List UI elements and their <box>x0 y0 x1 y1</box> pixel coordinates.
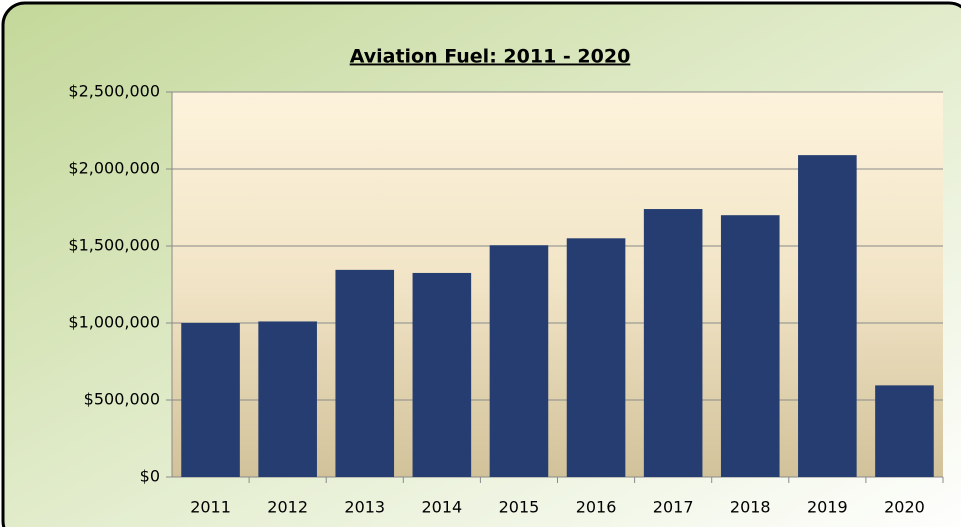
bar <box>643 209 703 478</box>
x-tick-label: 2015 <box>499 498 540 517</box>
y-tick-label: $1,500,000 <box>68 236 160 255</box>
y-tick-label: $500,000 <box>84 390 160 409</box>
x-tick-label: 2012 <box>267 498 308 517</box>
bar <box>798 155 857 477</box>
y-tick-label: $0 <box>140 467 160 486</box>
x-tick-label: 2020 <box>884 498 925 517</box>
x-tick-label: 2014 <box>421 498 462 517</box>
bar <box>258 321 317 477</box>
x-tick-label: 2016 <box>576 498 617 517</box>
y-tick-label: $2,000,000 <box>68 159 160 178</box>
bar <box>181 323 240 477</box>
bar <box>875 385 934 477</box>
x-tick-label: 2019 <box>807 498 848 517</box>
bar <box>720 215 780 477</box>
chart-title: Aviation Fuel: 2011 - 2020 <box>350 46 631 68</box>
x-tick-label: 2011 <box>190 498 231 517</box>
bar <box>566 238 626 477</box>
bar <box>412 272 472 477</box>
bar <box>489 245 549 477</box>
x-tick-label: 2018 <box>730 498 771 517</box>
y-tick-label: $2,500,000 <box>68 82 160 101</box>
y-tick-label: $1,000,000 <box>68 313 160 332</box>
x-tick-label: 2017 <box>653 498 694 517</box>
bar <box>335 269 395 477</box>
x-tick-label: 2013 <box>344 498 385 517</box>
